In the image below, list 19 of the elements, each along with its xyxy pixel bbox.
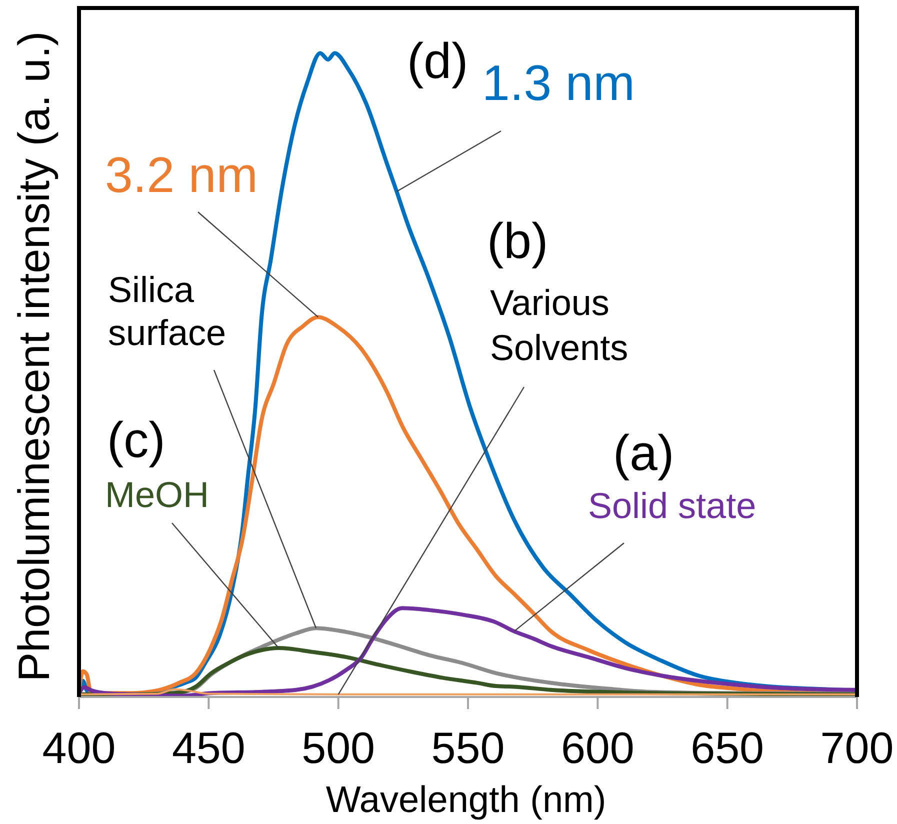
annotation: (a)	[613, 425, 674, 481]
x-tick-label: 400	[42, 724, 116, 774]
text: Silica surface	[108, 269, 226, 353]
x-axis-title: Wavelength (nm)	[326, 779, 606, 820]
text: Various Solvents	[490, 282, 628, 368]
annotation: (c)	[107, 412, 166, 468]
y-axis-title: Photoluminescent intensity (a. u.)	[10, 31, 59, 682]
text: Solid state	[588, 485, 756, 526]
x-tick-label: 650	[690, 724, 764, 774]
annotation: (b)	[487, 213, 548, 269]
text: 1.3 nm	[482, 55, 635, 111]
x-tick-label: 700	[820, 724, 894, 774]
x-tick-label: 550	[431, 724, 505, 774]
x-tick-label: 450	[172, 724, 246, 774]
annotation: (d)	[407, 33, 468, 89]
x-tick-label: 600	[560, 724, 634, 774]
text: 3.2 nm	[105, 147, 258, 203]
text: MeOH	[105, 474, 210, 515]
x-tick-label: 500	[302, 724, 376, 774]
